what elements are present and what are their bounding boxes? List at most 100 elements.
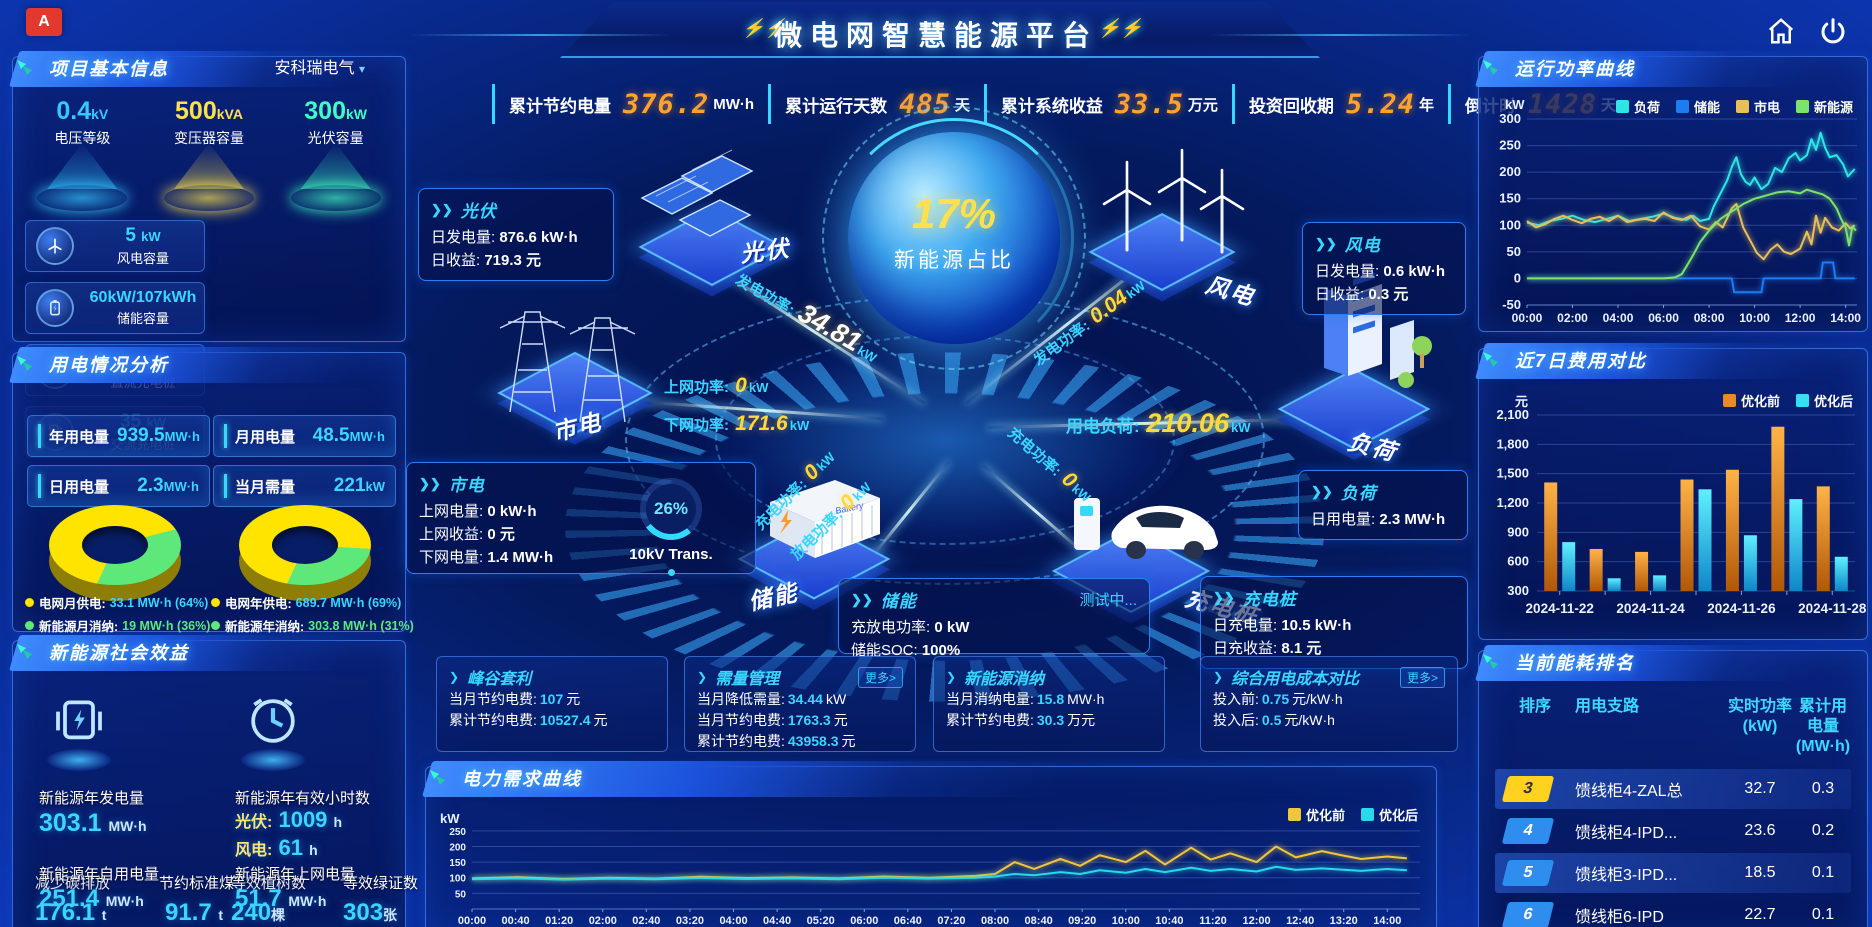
svg-text:06:00: 06:00: [1648, 311, 1679, 325]
svg-text:08:00: 08:00: [981, 915, 1009, 927]
panel-title: 项目基本信息: [49, 59, 169, 79]
callout-line: 日收益: 0.3 元: [1315, 286, 1409, 303]
pedestal-0: 0.4kV 电压等级: [23, 97, 141, 215]
wind-node-label: 风电: [1202, 271, 1259, 311]
svg-text:2,100: 2,100: [1496, 407, 1529, 422]
svg-text:300: 300: [1499, 113, 1521, 126]
wind-callout: ❯❯ 风电 日发电量: 0.6 kW·h 日收益: 0.3 元: [1302, 222, 1466, 315]
ranking-row-4[interactable]: 4 馈线柜4-IPD... 23.6 0.2: [1495, 811, 1851, 851]
card-line: 当月降低需量: 34.44 kW: [697, 691, 847, 707]
svg-text:08:00: 08:00: [1694, 311, 1725, 325]
usage-value: 221kW: [333, 475, 385, 496]
svg-text:2024-11-26: 2024-11-26: [1707, 601, 1776, 616]
legend-swatch: [1615, 100, 1629, 113]
svg-text:04:00: 04:00: [719, 915, 747, 927]
pedestal-label: 电压等级: [54, 130, 111, 146]
svg-text:12:00: 12:00: [1242, 915, 1270, 927]
legend-swatch: [1795, 100, 1809, 113]
svg-text:0: 0: [1514, 270, 1521, 285]
glow-base: [163, 185, 254, 211]
pedestal-row: 0.4kV 电压等级 500kVA 变压器容量 300kW 光伏容量: [19, 97, 399, 215]
svg-text:1,200: 1,200: [1496, 495, 1529, 510]
legend-item: 优化后: [1795, 391, 1853, 410]
callout-title: 市电: [448, 476, 485, 495]
page-title: 微电网智慧能源平台: [773, 20, 1098, 51]
cost7-legend: 优化前 优化后: [1722, 391, 1853, 410]
svg-text:150: 150: [449, 858, 466, 869]
usage-card-2: 日用电量 2.3MW·h: [27, 465, 210, 507]
panel-corner-icon: [1483, 352, 1498, 367]
self-use-label: 新能源年自用电量: [39, 866, 160, 883]
rank-badge: 3: [1501, 776, 1555, 802]
legend-swatch: [1735, 100, 1749, 113]
company-select[interactable]: 安科瑞电气 ▾: [275, 51, 366, 87]
svg-text:00:40: 00:40: [502, 915, 530, 927]
storage-callout: ❯❯ 储能 测试中... 充放电功率: 0 kW 储能SOC: 100%: [838, 578, 1150, 659]
capacity-label: 储能容量: [116, 311, 169, 326]
cumulative-energy: 0.2: [1811, 822, 1835, 839]
ranking-row-5[interactable]: 5 馈线柜3-IPD... 18.5 0.1: [1495, 853, 1851, 893]
panel-social-benefit: 新能源社会效益 新能源年发电量 303.1 MW·h 新能源年有效小时数 光伏:…: [9, 635, 418, 927]
self-use-value: 251.4 MW·h: [39, 885, 144, 912]
donut-legend-item: 新能源月消纳: 19 MW·h (36%): [25, 616, 210, 635]
tree-label: 等效植树数: [231, 875, 307, 892]
legend-item: 新能源: [1795, 97, 1853, 116]
renewable-share-sphere: 17% 新能源占比: [822, 106, 1086, 370]
callout-title: 光伏: [460, 202, 497, 221]
legend-value: 33.1 MW·h (64%): [109, 595, 209, 610]
pedestal-1: 500kVA 变压器容量: [150, 97, 268, 215]
carbon-value: 176.1 t: [35, 899, 107, 926]
branch-name: 馈线柜6-IPD: [1575, 909, 1664, 926]
sphere-ring-dashed: [822, 106, 1086, 370]
home-icon[interactable]: [1766, 16, 1796, 46]
pedestal-label: 变压器容量: [173, 130, 244, 146]
svg-text:04:00: 04:00: [1603, 311, 1634, 325]
legend-label: 新能源年消纳:: [225, 620, 305, 634]
svg-text:250: 250: [449, 827, 466, 838]
cumulative-energy: 0.1: [1811, 864, 1835, 881]
svg-text:200: 200: [1499, 164, 1521, 179]
panel-energy-ranking: 当前能耗排名 排序 用电支路 实时功率 (kW) 累计用电量 (MW·h) 3 馈线柜4-Z…: [1475, 645, 1868, 927]
usage-label: 年用电量: [49, 428, 110, 446]
more-button[interactable]: 更多>: [857, 666, 903, 688]
panel-corner-icon: [17, 60, 32, 75]
panel-title: 当前能耗排名: [1515, 653, 1635, 673]
card-line: 累计节约电费: 43958.3 元: [697, 733, 856, 749]
gen-label: 新能源年发电量: [39, 790, 145, 807]
donut-legend-item: 新能源年消纳: 303.8 MW·h (31%): [211, 616, 414, 635]
coal-label: 节约标准煤: [159, 875, 235, 892]
solar-panels-icon: [640, 149, 754, 237]
glow-base: [290, 185, 381, 211]
cert-value: 303张: [343, 899, 398, 926]
panel-project-info: 项目基本信息 安科瑞电气 ▾ 0.4kV 电压等级 500kVA 变压器容量 300kW…: [9, 51, 406, 458]
legend-dot: [25, 598, 34, 607]
callout-line: 日用电量: 2.3 MW·h: [1311, 511, 1446, 528]
pv-callout: ❯❯ 光伏 日发电量: 876.6 kW·h 日收益: 719.3 元: [418, 188, 614, 281]
callout-line: 下网电量: 1.4 MW·h: [419, 549, 554, 566]
storage-node-label: 储能: [746, 579, 801, 615]
donut-year-legend: 电网年供电: 689.7 MW·h (69%) 新能源年消纳: 303.8 MW·h …: [211, 593, 414, 639]
svg-text:12:40: 12:40: [1286, 915, 1314, 927]
svg-text:10:40: 10:40: [1155, 915, 1183, 927]
panel-run-power: 运行功率曲线 kW 负荷 储能 市电 新能源 300 250 200 150 100 50 0 -5…: [1475, 51, 1868, 332]
battery-container-icon: Battery: [770, 480, 880, 558]
more-button[interactable]: 更多>: [1399, 666, 1445, 688]
callout-title: 负荷: [1340, 484, 1377, 503]
capacity-value: 60kW/107kWh: [89, 289, 197, 306]
kpi-unit: MW·h: [713, 95, 755, 113]
callout-line: 日发电量: 0.6 kW·h: [1315, 263, 1446, 280]
panel-title: 运行功率曲线: [1515, 59, 1635, 79]
power-icon[interactable]: [1818, 16, 1848, 46]
pedestal-label: 光伏容量: [307, 130, 364, 146]
kpi-label: 投资回收期: [1248, 96, 1334, 116]
ongrid-label: 新能源年上网电量: [235, 866, 356, 883]
ranking-row-6[interactable]: 6 馈线柜6-IPD 22.7 0.1: [1495, 895, 1851, 927]
svg-text:-50: -50: [1502, 297, 1521, 312]
flow-up-grid: 上网功率: 0 kW: [664, 374, 769, 397]
usage-value: 2.3MW·h: [137, 475, 199, 496]
card-line: 当月消纳电量: 15.8 MW·h: [946, 691, 1105, 707]
light-cone: [173, 143, 244, 189]
ranking-row-3[interactable]: 3 馈线柜4-ZAL总 32.7 0.3: [1495, 769, 1851, 809]
panel-corner-icon: [1483, 60, 1498, 75]
